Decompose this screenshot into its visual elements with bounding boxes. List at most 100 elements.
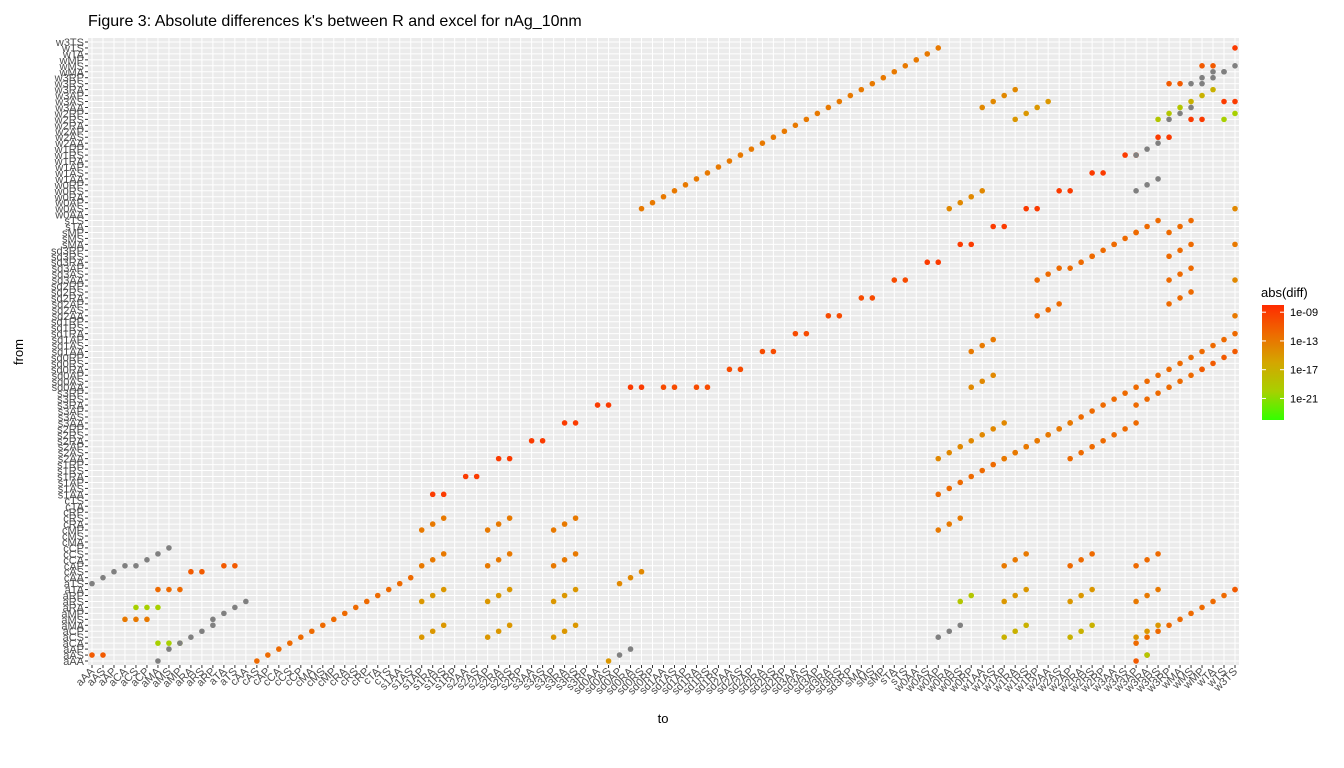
data-point: [946, 205, 953, 212]
data-point: [1188, 372, 1194, 379]
y-tick-label: w3AS: [54, 97, 84, 109]
data-point: [1177, 104, 1183, 111]
data-point: [1144, 634, 1150, 640]
y-tick-label: cCA: [63, 555, 84, 567]
data-point: [638, 568, 645, 575]
y-tick-label: w3RA: [54, 85, 85, 97]
data-point: [1166, 366, 1172, 373]
data-point: [155, 640, 161, 646]
y-tick-label: cTS: [64, 495, 84, 507]
data-point: [1177, 247, 1183, 254]
y-axis-title: from: [11, 339, 26, 365]
data-point: [1122, 426, 1128, 432]
y-tick-label: s1RS: [57, 466, 84, 478]
y-tick-label: wMS: [59, 61, 84, 73]
data-point: [462, 473, 469, 480]
y-tick-label: w1RS: [54, 150, 84, 162]
data-point: [1078, 259, 1084, 266]
data-point: [1012, 116, 1018, 123]
data-point: [1155, 628, 1161, 635]
y-tick-label: w0RP: [54, 180, 84, 192]
y-tick-label: aCA: [63, 638, 85, 650]
y-tick-label: sd0AS: [52, 376, 84, 388]
data-point: [935, 45, 942, 51]
data-point: [155, 586, 161, 593]
data-point: [891, 277, 898, 283]
data-point: [1155, 551, 1161, 557]
data-point: [133, 562, 139, 569]
y-tick-label: cRP: [63, 507, 84, 519]
data-point: [638, 384, 645, 391]
y-tick-label: sd3AS: [52, 269, 84, 281]
y-tick-label: sd1AP: [52, 335, 84, 347]
y-tick-label: s2RA: [57, 436, 85, 448]
y-tick-label: sd1RS: [51, 323, 84, 335]
y-tick-label: sd0RP: [51, 352, 84, 364]
data-point: [616, 652, 623, 658]
data-point: [935, 527, 942, 533]
data-point: [1188, 116, 1194, 123]
data-point: [1210, 360, 1216, 367]
data-point: [1078, 414, 1084, 420]
y-tick-label: aAA: [63, 656, 84, 668]
data-point: [429, 557, 436, 563]
data-point: [1188, 610, 1194, 617]
data-point: [210, 616, 216, 623]
y-tick-label: w2RA: [54, 120, 85, 132]
data-point: [1188, 354, 1194, 361]
y-tick-label: w0AA: [54, 210, 84, 222]
data-point: [1166, 229, 1172, 236]
data-point: [1144, 378, 1150, 385]
data-point: [1133, 420, 1139, 426]
data-point: [1199, 74, 1205, 81]
data-point: [792, 330, 799, 337]
data-point: [979, 432, 986, 438]
data-point: [341, 610, 348, 617]
y-tick-label: s3RS: [57, 394, 84, 406]
data-point: [1078, 628, 1084, 635]
data-point: [1177, 616, 1183, 623]
data-point: [550, 562, 557, 569]
data-point: [1100, 170, 1106, 176]
y-tick-label: w0AP: [54, 198, 84, 210]
data-point: [1199, 63, 1205, 69]
y-tick-label: s1RA: [57, 471, 85, 483]
y-tick-label: w1AA: [54, 174, 84, 186]
y-tick-label: s3RP: [57, 388, 84, 400]
data-point: [1034, 277, 1040, 283]
data-point: [221, 562, 227, 569]
data-point: [572, 622, 579, 629]
y-tick-label: s2AA: [58, 454, 85, 466]
y-tick-label: sd1AS: [52, 341, 84, 353]
data-point: [616, 580, 623, 587]
y-tick-label: aMP: [61, 608, 84, 620]
data-point: [1100, 247, 1106, 254]
data-point: [550, 598, 557, 605]
data-point: [990, 98, 997, 105]
data-point: [418, 634, 425, 640]
data-point: [363, 598, 370, 605]
data-point: [638, 205, 645, 212]
data-point: [100, 574, 106, 581]
data-point: [1089, 443, 1095, 450]
data-point: [1067, 187, 1073, 194]
data-point: [847, 92, 854, 99]
data-point: [89, 652, 95, 658]
data-point: [1012, 557, 1018, 563]
data-point: [550, 634, 557, 640]
data-point: [968, 473, 975, 480]
data-point: [166, 640, 172, 646]
data-point: [1166, 253, 1172, 260]
data-point: [781, 128, 788, 135]
y-tick-label: w0RS: [54, 186, 84, 198]
y-tick-label: w2RP: [54, 108, 84, 120]
data-point: [1166, 80, 1172, 87]
y-tick-label: sd1RA: [51, 329, 85, 341]
y-tick-label: sd0AP: [52, 370, 84, 382]
data-point: [385, 586, 392, 593]
data-point: [89, 580, 95, 587]
data-point: [495, 521, 502, 527]
y-tick-label: s3AA: [58, 418, 85, 430]
data-point: [1177, 271, 1183, 277]
data-point: [506, 586, 513, 593]
